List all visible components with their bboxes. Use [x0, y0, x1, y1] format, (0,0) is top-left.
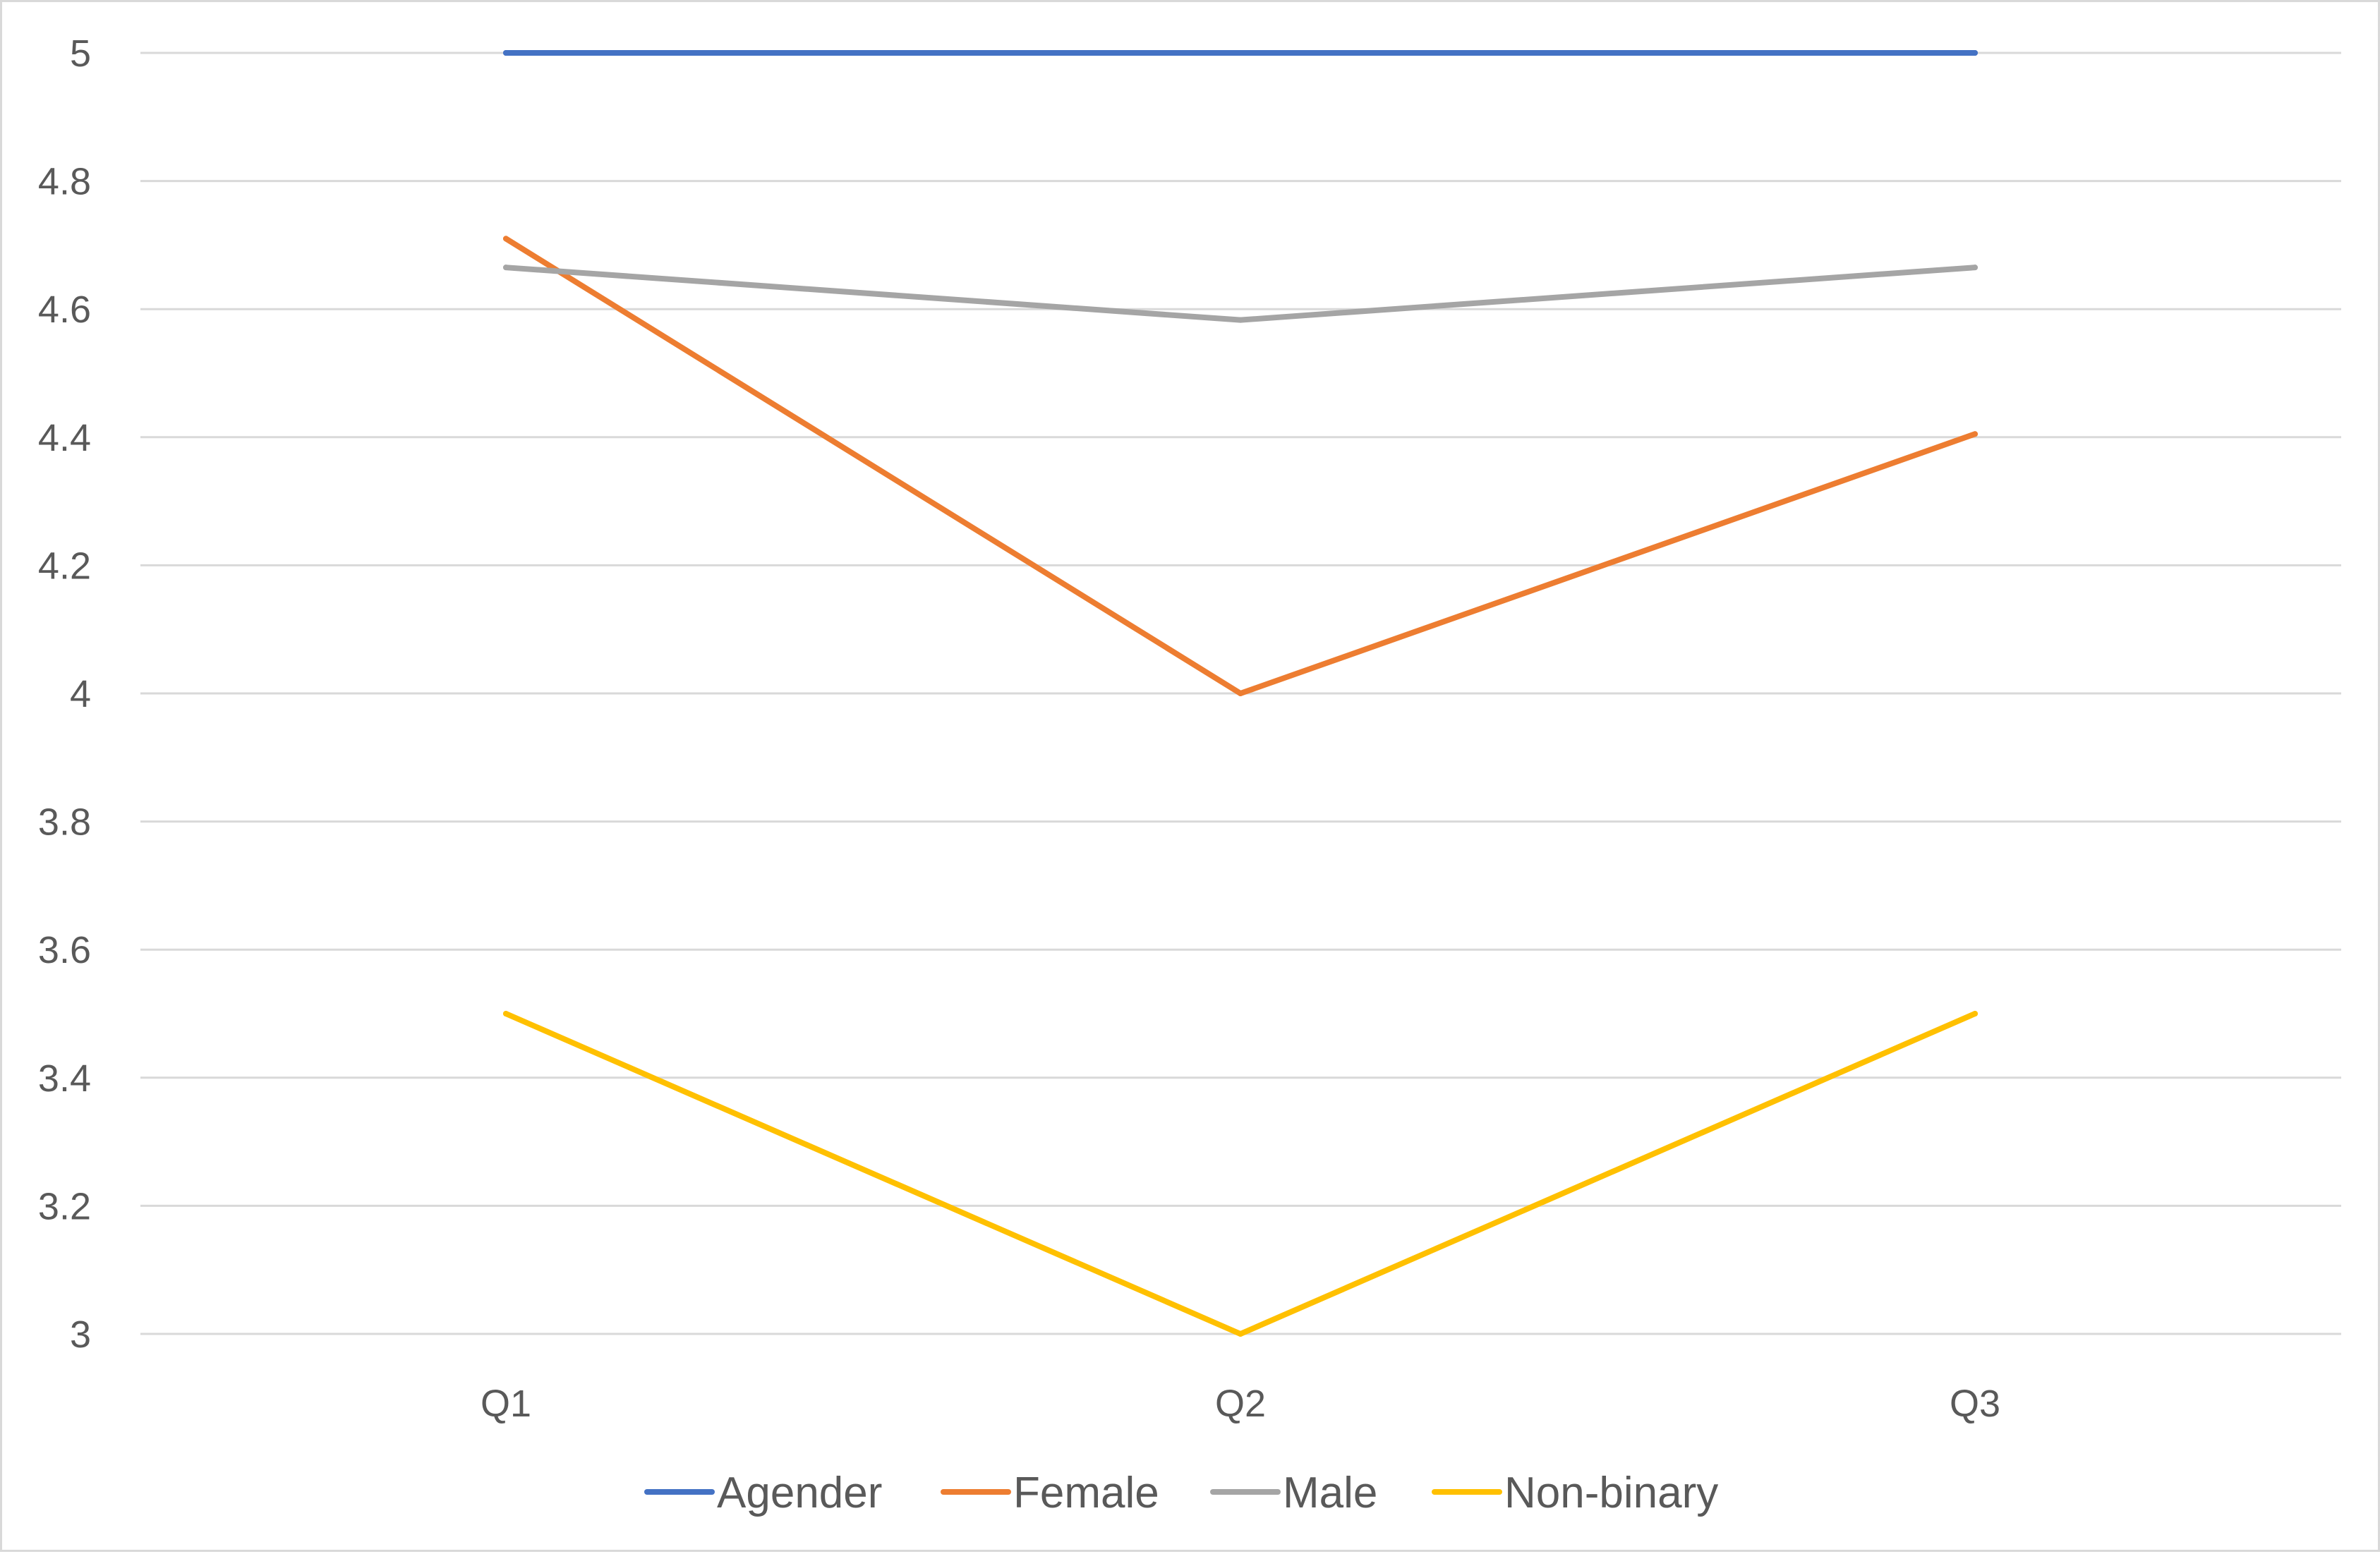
y-tick-label: 3.8	[38, 801, 91, 844]
y-tick-label: 4.2	[38, 545, 91, 587]
x-tick-label: Q1	[481, 1383, 531, 1425]
data-point	[1972, 50, 1978, 56]
y-tick-label: 3.4	[38, 1057, 91, 1100]
y-tick-label: 3.2	[38, 1185, 91, 1227]
data-point	[1972, 1011, 1978, 1016]
legend: Agender Female Male Non-binary	[644, 1469, 1718, 1517]
series-line-female	[503, 236, 1978, 696]
y-tick-label: 3.6	[38, 929, 91, 971]
series-line-male	[503, 265, 1978, 323]
y-axis-tick-labels: 5 4.8 4.6 4.4 4.2 4 3.8 3.6 3.4 3.2 3	[38, 32, 91, 1356]
series-lines	[503, 50, 1978, 1337]
x-tick-label: Q2	[1215, 1383, 1266, 1425]
legend-label: Male	[1283, 1469, 1377, 1517]
data-point	[1238, 50, 1243, 56]
data-point	[1238, 691, 1243, 696]
data-point	[1972, 431, 1978, 437]
y-tick-label: 4.6	[38, 289, 91, 331]
y-tick-label: 4	[70, 673, 91, 715]
legend-label: Female	[1013, 1469, 1159, 1517]
x-axis-tick-labels: Q1 Q2 Q3	[481, 1383, 2000, 1425]
data-point	[1972, 265, 1978, 271]
data-point	[503, 265, 509, 271]
data-point	[1238, 1331, 1243, 1337]
data-point	[1238, 317, 1243, 323]
legend-label: Agender	[717, 1469, 882, 1517]
legend-label: Non-binary	[1504, 1469, 1718, 1517]
data-point	[503, 236, 509, 242]
y-tick-label: 3	[70, 1313, 91, 1356]
data-point	[503, 1011, 509, 1016]
y-tick-label: 4.4	[38, 417, 91, 459]
y-tick-label: 5	[70, 32, 91, 75]
x-tick-label: Q3	[1950, 1383, 2000, 1425]
series-line-non-binary	[503, 1011, 1978, 1337]
data-point	[503, 50, 509, 56]
y-tick-label: 4.8	[38, 161, 91, 203]
